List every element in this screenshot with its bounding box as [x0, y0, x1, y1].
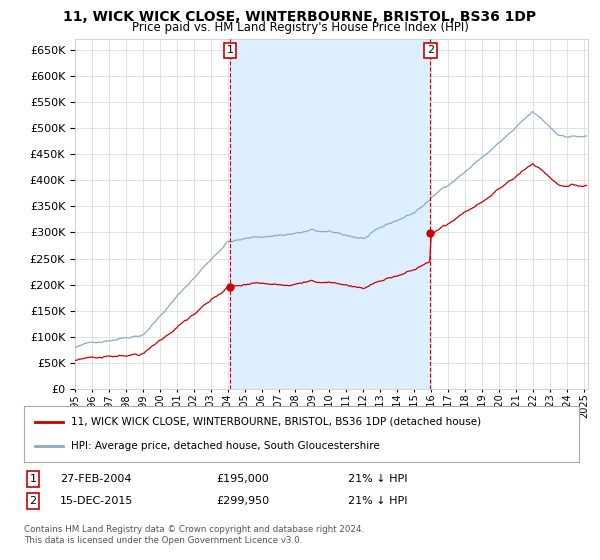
- Bar: [230, 39, 430, 389]
- Text: 2: 2: [427, 45, 434, 55]
- Text: 11, WICK WICK CLOSE, WINTERBOURNE, BRISTOL, BS36 1DP (detached house): 11, WICK WICK CLOSE, WINTERBOURNE, BRIST…: [71, 417, 481, 427]
- Text: 21% ↓ HPI: 21% ↓ HPI: [348, 496, 407, 506]
- Text: 1: 1: [29, 474, 37, 484]
- Text: 1: 1: [227, 45, 233, 55]
- Text: HPI: Average price, detached house, South Gloucestershire: HPI: Average price, detached house, Sout…: [71, 441, 380, 451]
- Text: Contains HM Land Registry data © Crown copyright and database right 2024.
This d: Contains HM Land Registry data © Crown c…: [24, 525, 364, 545]
- Text: 27-FEB-2004: 27-FEB-2004: [60, 474, 131, 484]
- Text: £299,950: £299,950: [216, 496, 269, 506]
- Text: Price paid vs. HM Land Registry's House Price Index (HPI): Price paid vs. HM Land Registry's House …: [131, 21, 469, 34]
- Text: 15-DEC-2015: 15-DEC-2015: [60, 496, 133, 506]
- Text: 11, WICK WICK CLOSE, WINTERBOURNE, BRISTOL, BS36 1DP: 11, WICK WICK CLOSE, WINTERBOURNE, BRIST…: [64, 10, 536, 24]
- Text: 21% ↓ HPI: 21% ↓ HPI: [348, 474, 407, 484]
- Text: £195,000: £195,000: [216, 474, 269, 484]
- Text: 2: 2: [29, 496, 37, 506]
